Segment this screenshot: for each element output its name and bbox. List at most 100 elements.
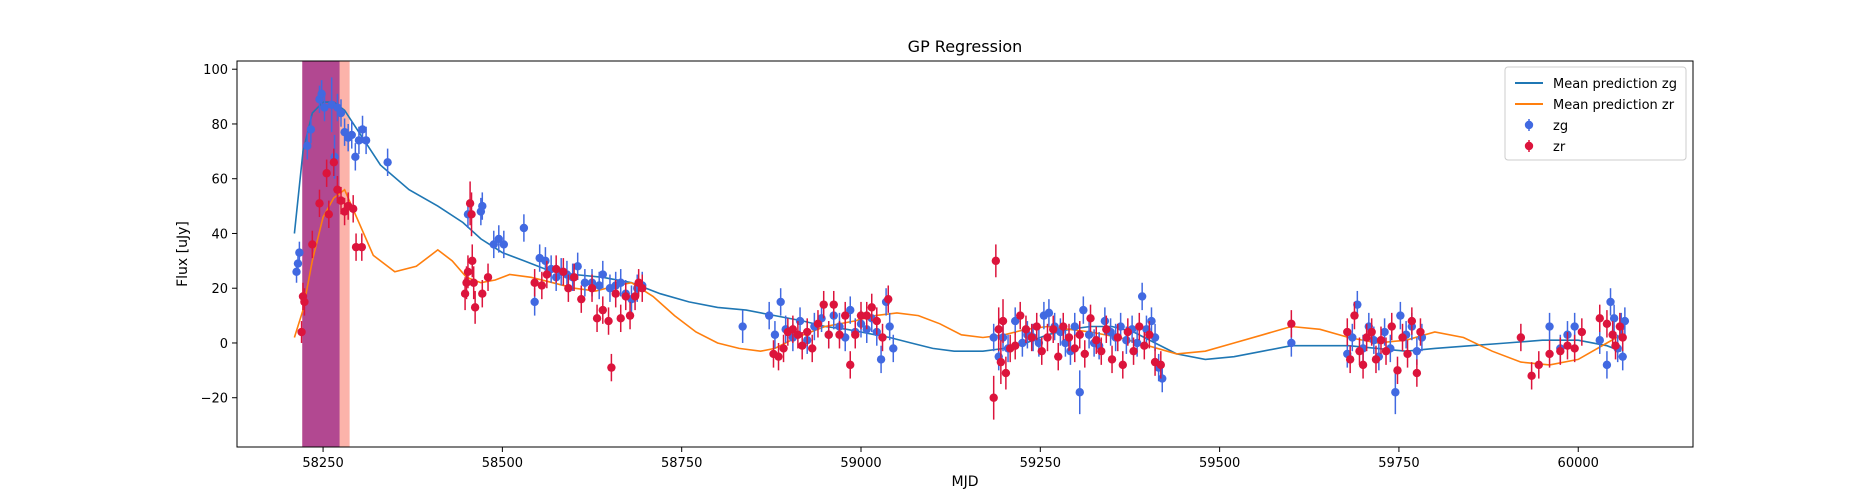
data-point-zg-2 <box>295 241 304 264</box>
marker <box>587 284 597 293</box>
data-point-zr-126 <box>1563 332 1572 360</box>
marker <box>470 303 480 312</box>
x-tick-label-4: 59250 <box>1020 456 1061 471</box>
data-point-zr-63 <box>862 301 871 330</box>
marker <box>797 341 807 350</box>
data-point-zr-84 <box>1059 312 1068 341</box>
marker <box>1049 325 1058 334</box>
marker <box>324 210 334 219</box>
marker <box>1075 388 1084 397</box>
legend-entry-1: Mean prediction zr <box>1515 98 1675 113</box>
data-point-zr-114 <box>1387 312 1396 341</box>
marker <box>998 316 1008 326</box>
data-point-zr-128 <box>1577 318 1587 346</box>
data-point-zg-14 <box>347 121 356 149</box>
marker <box>1556 346 1565 356</box>
marker <box>1403 349 1412 359</box>
marker <box>1079 305 1088 315</box>
data-point-zg-50 <box>776 288 785 316</box>
marker <box>1343 327 1352 337</box>
marker <box>1016 311 1025 320</box>
marker <box>788 325 798 334</box>
marker <box>1054 352 1063 361</box>
y-tick-label-3: 40 <box>211 227 228 242</box>
data-point-zg-121 <box>1545 312 1554 341</box>
data-point-zr-21 <box>469 266 478 300</box>
marker <box>1398 333 1407 342</box>
marker <box>1021 325 1031 334</box>
marker <box>1113 333 1122 342</box>
marker <box>306 125 316 134</box>
data-point-zr-57 <box>829 290 838 319</box>
data-point-zr-103 <box>1287 310 1296 338</box>
data-point-zr-40 <box>621 282 630 311</box>
marker <box>994 325 1003 334</box>
data-point-zg-67 <box>876 345 886 374</box>
marker <box>1345 355 1355 364</box>
marker <box>598 305 607 315</box>
data-point-zg-75 <box>1011 307 1020 335</box>
y-tick-label-1: 0 <box>220 337 228 352</box>
shaded-region-layer <box>302 61 350 447</box>
marker <box>354 136 364 145</box>
data-point-zr-36 <box>604 307 613 335</box>
marker <box>530 278 539 287</box>
marker <box>803 327 812 337</box>
data-point-zr-102 <box>1156 351 1166 379</box>
marker <box>1092 336 1101 345</box>
marker <box>1027 333 1036 342</box>
x-tick-label-2: 58750 <box>661 456 702 471</box>
marker <box>351 152 360 162</box>
marker <box>1563 341 1572 350</box>
data-point-zg-36 <box>580 269 590 297</box>
marker <box>1145 330 1154 339</box>
data-point-zg-76 <box>1018 329 1027 357</box>
data-point-zr-66 <box>878 323 887 352</box>
marker <box>580 278 590 287</box>
data-point-zr-108 <box>1358 351 1368 379</box>
marker <box>1064 333 1074 342</box>
data-point-zr-67 <box>884 285 893 313</box>
data-point-zr-99 <box>1140 332 1149 360</box>
marker <box>303 141 312 151</box>
data-point-zr-129 <box>1595 304 1604 333</box>
marker <box>1107 355 1117 364</box>
data-point-zr-25 <box>530 269 539 297</box>
marker <box>1140 341 1149 350</box>
data-point-zr-3 <box>308 230 317 259</box>
data-point-zr-52 <box>803 318 812 346</box>
marker <box>829 300 838 309</box>
marker <box>885 322 894 331</box>
data-point-zg-4 <box>306 115 316 144</box>
data-point-zr-117 <box>1403 340 1412 368</box>
marker <box>1570 322 1579 331</box>
marker <box>1287 319 1296 329</box>
marker <box>293 259 303 268</box>
marker <box>779 344 788 353</box>
data-point-zg-61 <box>846 296 855 324</box>
legend-box <box>1504 66 1687 161</box>
data-point-zr-112 <box>1376 326 1386 354</box>
marker <box>592 314 602 323</box>
data-point-zg-107 <box>1348 323 1357 352</box>
data-point-zg-127 <box>1606 288 1615 316</box>
marker <box>1097 346 1106 356</box>
marker <box>1353 300 1362 309</box>
data-point-zr-51 <box>797 332 807 360</box>
x-axis-ticks: 58250 58500 58750 59000 59250 59500 59750 60000 <box>302 447 1599 471</box>
marker <box>462 278 471 287</box>
marker <box>1080 349 1089 359</box>
marker <box>1595 314 1604 323</box>
data-point-zr-20 <box>468 244 477 278</box>
data-point-zr-0 <box>297 321 306 343</box>
data-point-zr-115 <box>1393 356 1402 385</box>
data-point-zr-30 <box>564 274 573 302</box>
data-point-zg-11 <box>336 99 346 127</box>
legend-label: zr <box>1553 140 1566 155</box>
data-point-zg-116 <box>1396 301 1405 330</box>
marker <box>1387 322 1396 331</box>
legend-label: Mean prediction zg <box>1553 77 1677 92</box>
marker <box>300 297 309 307</box>
data-point-zr-91 <box>1097 337 1106 365</box>
data-point-zr-100 <box>1145 321 1154 349</box>
